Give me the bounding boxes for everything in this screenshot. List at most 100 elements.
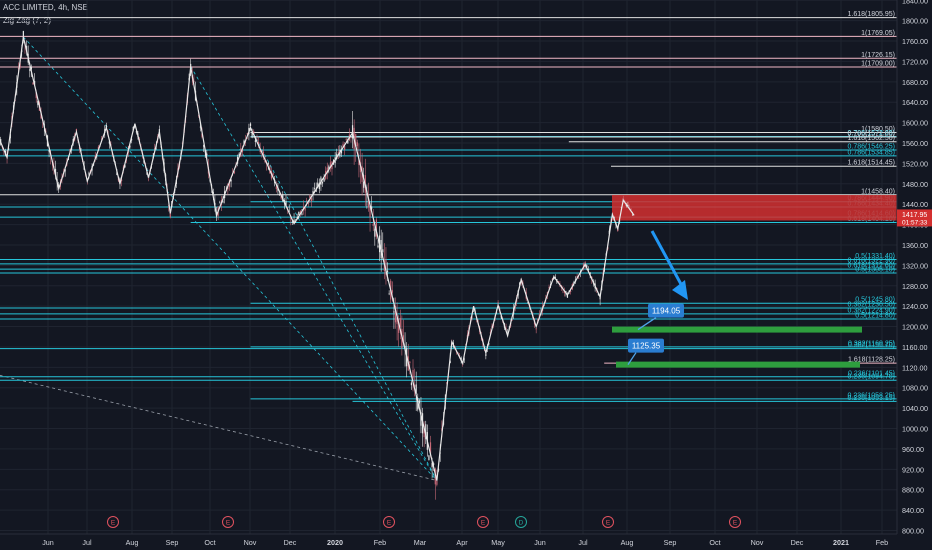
earnings-marker[interactable] [107,516,119,528]
candle-body [212,191,214,195]
candle-body [340,149,343,154]
candle-body [94,155,96,159]
candle-body [134,126,136,128]
label-pointer [627,352,637,365]
price-tick-label: 1720.00 [902,57,928,66]
candle-body [317,182,319,188]
time-tick-label: May [491,538,505,547]
event-marker-label: E [226,520,231,527]
candle-body [563,290,566,294]
last-price-tag [897,209,932,227]
price-tick-label: 1280.00 [902,282,928,291]
earnings-marker[interactable] [222,516,234,528]
fib-level-label: 1.618(1514.45) [848,160,895,167]
earnings-marker[interactable] [477,516,489,528]
zone-price-label: 1194.05 [652,307,681,316]
candle-body [233,171,235,173]
candle-body [129,145,131,148]
event-marker-label: E [111,520,116,527]
time-tick-label: Oct [709,538,720,547]
time-tick-label: Aug [621,538,634,547]
price-tick-label: 1560.00 [902,139,928,148]
fib-level-label: 0.5(1305.10) [855,266,895,273]
candle-body [410,382,413,386]
forecast-arrow-shaft [650,230,684,287]
candle-body [299,210,301,213]
candle-body [312,191,314,195]
candle-body [396,314,398,325]
time-tick-label: 2021 [833,538,849,547]
candle-body [253,131,255,135]
time-tick-label: Nov [751,538,764,547]
fib-level-label: 0.382(1160.25) [848,340,895,347]
price-axis: 800.00 840.00 880.00 920.00 960.00 1000.00 104… [896,0,932,550]
fib-level-label: 1(1580.50) [861,126,895,133]
candle-body [628,206,631,208]
candle-body [412,370,414,379]
time-tick-label: Dec [791,538,804,547]
price-zones: 1194.05 1125.35 [612,195,897,368]
candle-body [254,140,256,142]
last-price-value: 1417.95 [902,212,927,219]
price-tick-label: 1080.00 [902,384,928,393]
price-tick-label: 920.00 [902,465,924,474]
candle-body [570,291,572,292]
candle-body [88,173,90,175]
earnings-marker[interactable] [383,516,395,528]
candle-body [337,151,339,153]
earnings-marker[interactable] [602,516,614,528]
candle-body [310,198,313,202]
candle-body [267,162,269,165]
fib-level-label: 0.236(1058.25) [848,392,895,399]
support-zone [616,361,860,368]
time-tick-label: Nov [244,538,257,547]
forecast-arrow-head [672,280,688,300]
candle-body [402,335,405,342]
candle-body [251,132,253,136]
time-tick-label: Feb [374,538,386,547]
candle-body [414,384,416,387]
candle-body [97,146,100,150]
price-tick-label: 840.00 [902,506,924,515]
earnings-marker[interactable] [729,516,741,528]
candle-body [382,249,384,253]
candle-body [238,153,240,156]
price-tick-label: 1160.00 [902,343,927,352]
price-tick-label: 800.00 [902,527,924,536]
candle-body [363,181,365,188]
candle-body [578,277,580,279]
bar-countdown: 01:57:33 [902,219,928,226]
fib-level-label: 0.236(1053.15) [848,395,895,402]
candle-body [304,207,306,211]
candle-body [272,172,274,175]
price-tick-label: 1520.00 [902,159,928,168]
candle-body [394,305,397,323]
candle-body [29,69,31,71]
candle-body [285,201,287,207]
zone-price-label-box [648,303,684,318]
candle-body [262,151,265,158]
candle-body [511,319,513,321]
candle-body [388,293,390,295]
candle-body [344,145,346,150]
candle-body [374,228,376,237]
label-pointer [637,317,657,331]
fib-level-label: 0.618(1312.60) [848,263,895,270]
fib-level-label: 1.618(1805.95) [848,11,895,18]
candle-body [471,317,473,319]
candle-body [358,158,360,165]
dividend-marker[interactable] [515,516,527,528]
candle-body [356,142,358,147]
candle-body [121,179,123,181]
event-marker-label: D [519,520,524,527]
time-tick-label: Sep [166,538,179,547]
fib-level-label: 0.382(1156.70) [848,342,895,349]
time-tick-label: Jul [578,538,588,547]
candle-body [318,183,320,190]
fib-level-label: 0.5(1245.80) [855,297,895,304]
fib-level-label: 0.786(1546.25) [848,144,895,151]
candle-body [306,200,308,202]
candle-body [409,361,411,364]
